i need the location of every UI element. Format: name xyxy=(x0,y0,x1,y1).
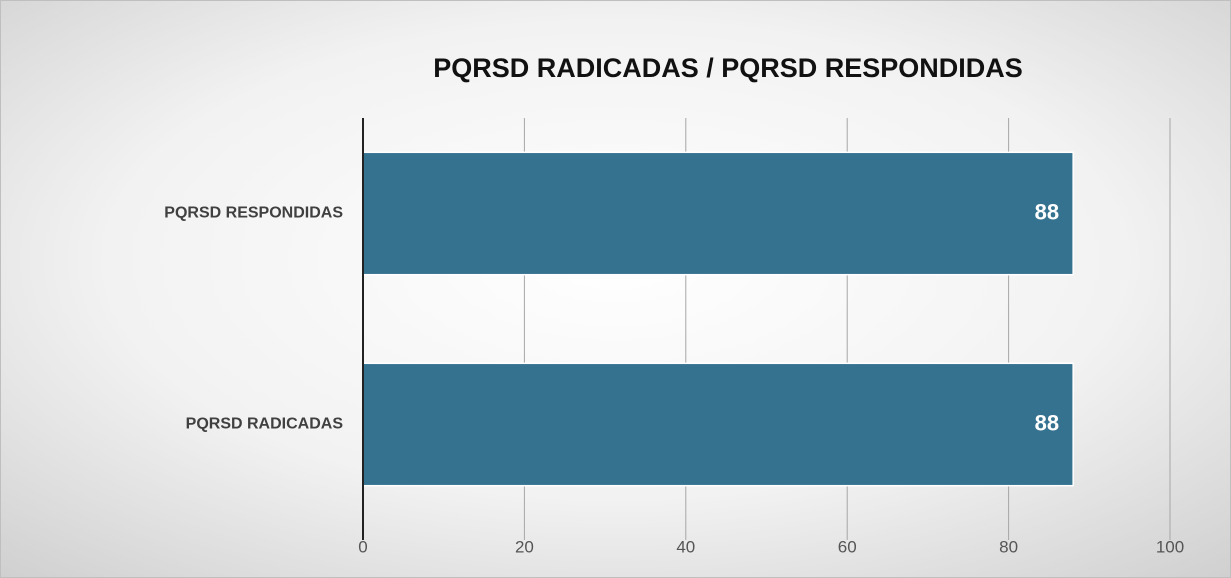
data-label: 88 xyxy=(1035,410,1059,435)
y-tick-label: PQRSD RESPONDIDAS xyxy=(164,205,343,222)
x-tick-label: 100 xyxy=(1156,537,1184,556)
x-tick-label: 40 xyxy=(676,537,695,556)
x-tick-label: 80 xyxy=(999,537,1018,556)
x-tick-label: 0 xyxy=(358,537,367,556)
y-tick-label: PQRSD RADICADAS xyxy=(186,416,344,433)
data-label: 88 xyxy=(1035,199,1059,224)
chart-title: PQRSD RADICADAS / PQRSD RESPONDIDAS xyxy=(433,53,1023,83)
x-tick-label: 20 xyxy=(515,537,534,556)
x-tick-label: 60 xyxy=(838,537,857,556)
bar xyxy=(362,362,1074,487)
bar xyxy=(362,151,1074,276)
